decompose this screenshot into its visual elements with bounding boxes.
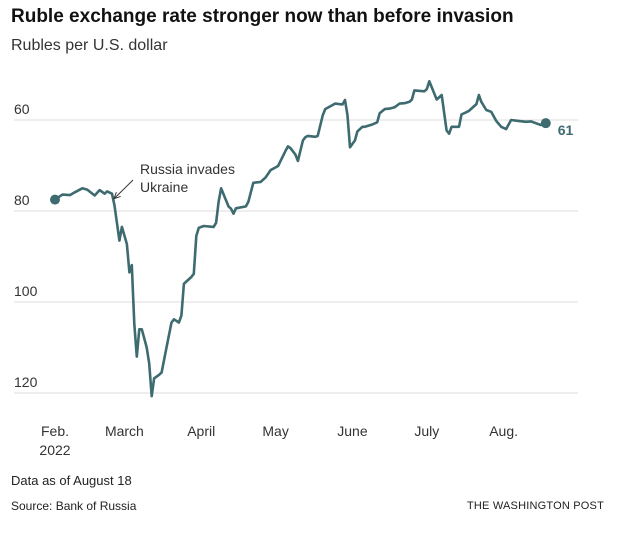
y-tick-label: 60 xyxy=(14,101,30,117)
x-tick-label: Feb. xyxy=(41,423,69,439)
annotation-label: Ukraine xyxy=(140,179,188,195)
x-tick-label-year: 2022 xyxy=(39,442,70,458)
x-tick-label: March xyxy=(105,423,144,439)
x-tick-label: July xyxy=(414,423,439,439)
end-value-label: 61 xyxy=(558,122,574,138)
annotation-arrow-line xyxy=(113,179,134,200)
chart-subtitle: Rubles per U.S. dollar xyxy=(11,37,168,54)
annotation-arrow-head xyxy=(113,191,121,200)
data-note: Data as of August 18 xyxy=(11,473,132,488)
y-tick-label: 120 xyxy=(14,374,38,390)
x-tick-label: Aug. xyxy=(489,423,518,439)
y-tick-label: 100 xyxy=(14,283,38,299)
end-point xyxy=(540,118,551,129)
start-point xyxy=(50,194,60,205)
source-note: Source: Bank of Russia xyxy=(11,499,137,513)
x-tick-label: April xyxy=(187,423,215,439)
x-tick-label: May xyxy=(262,423,288,439)
y-tick-label: 80 xyxy=(14,192,30,208)
publisher-credit: THE WASHINGTON POST xyxy=(466,500,604,512)
series-line xyxy=(53,80,548,398)
x-tick-label: June xyxy=(337,423,368,439)
annotation-label: Russia invades xyxy=(140,161,235,177)
chart-title: Ruble exchange rate stronger now than be… xyxy=(11,6,514,27)
